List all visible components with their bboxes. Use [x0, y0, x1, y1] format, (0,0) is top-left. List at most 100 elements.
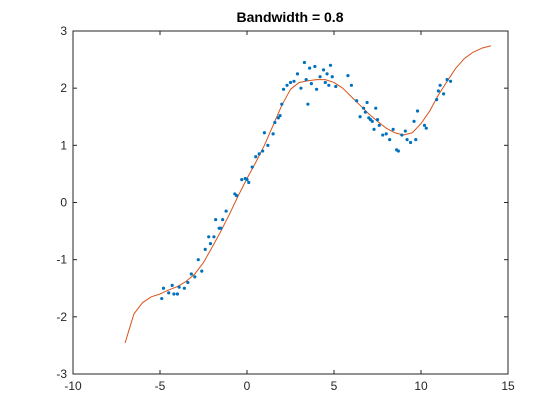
data-point — [323, 80, 327, 85]
data-point — [221, 218, 225, 222]
data-point — [266, 143, 270, 147]
data-point — [334, 84, 338, 89]
data-point — [261, 149, 265, 153]
data-point — [321, 68, 326, 72]
data-point — [448, 79, 453, 83]
data-point — [405, 138, 409, 142]
data-point — [200, 269, 204, 273]
data-point — [240, 178, 244, 182]
data-point — [388, 138, 392, 142]
data-point — [384, 132, 388, 136]
data-point — [438, 83, 442, 87]
data-point — [302, 60, 307, 65]
data-point — [186, 280, 190, 285]
data-point — [313, 64, 317, 69]
data-point — [214, 218, 218, 222]
data-point — [257, 152, 261, 156]
data-point — [160, 296, 164, 301]
data-point — [355, 99, 359, 103]
data-point — [349, 83, 353, 87]
y-tick-label: -2 — [56, 310, 67, 324]
data-point — [281, 87, 286, 91]
data-point — [245, 178, 249, 182]
data-point — [325, 72, 329, 76]
data-point — [250, 165, 254, 169]
data-point — [304, 77, 308, 82]
fitted-curve-line — [124, 45, 492, 344]
data-point — [208, 242, 213, 246]
data-point — [212, 235, 216, 239]
data-point — [247, 180, 251, 185]
y-tick-label: -3 — [56, 367, 67, 381]
data-point — [203, 247, 207, 251]
data-point — [273, 120, 277, 125]
data-point — [193, 275, 197, 279]
data-point — [299, 86, 303, 90]
data-point — [177, 285, 181, 289]
data-point — [375, 118, 380, 122]
data-point — [374, 106, 378, 110]
data-point — [391, 127, 395, 131]
data-point — [278, 114, 282, 118]
data-point — [358, 115, 362, 119]
data-point — [445, 77, 449, 82]
data-point — [295, 72, 300, 76]
data-point — [234, 194, 239, 198]
fitted-curve-layer — [124, 45, 492, 344]
data-point — [161, 286, 166, 290]
data-point — [396, 149, 400, 153]
data-point — [422, 123, 427, 127]
data-point — [309, 81, 313, 86]
data-point — [327, 83, 331, 87]
data-point — [330, 75, 334, 79]
data-point — [308, 66, 312, 70]
data-point — [328, 63, 333, 67]
data-point — [292, 79, 296, 83]
data-point — [377, 123, 381, 127]
x-tick-label: -10 — [64, 379, 82, 393]
x-tick-label: 5 — [331, 379, 338, 393]
data-point — [435, 98, 439, 102]
data-point — [254, 155, 258, 159]
data-point — [172, 292, 176, 296]
data-point — [372, 127, 376, 131]
data-point — [414, 138, 418, 142]
x-tick-label: 0 — [244, 379, 251, 393]
data-point — [442, 92, 446, 96]
x-tick-label: 15 — [501, 379, 515, 393]
data-point — [424, 126, 428, 130]
data-point — [436, 89, 440, 93]
data-point — [224, 209, 228, 213]
data-point — [271, 132, 275, 136]
data-point — [189, 272, 193, 276]
chart-title: Bandwidth = 0.8 — [237, 9, 344, 25]
data-point — [288, 80, 293, 85]
y-tick-label: 1 — [60, 138, 67, 152]
plot-area-background — [73, 31, 508, 374]
data-point — [175, 292, 179, 296]
data-point — [219, 226, 223, 230]
data-point — [167, 291, 171, 295]
x-tick-label: -5 — [155, 379, 166, 393]
y-tick-label: 0 — [60, 196, 67, 210]
data-point — [276, 116, 280, 120]
data-point — [262, 131, 266, 135]
data-point — [412, 119, 416, 123]
data-point — [415, 109, 420, 113]
y-tick-label: -1 — [56, 253, 67, 267]
data-point — [365, 100, 369, 105]
data-point — [363, 110, 367, 114]
data-point — [346, 73, 350, 78]
data-point — [408, 140, 413, 145]
data-point — [196, 258, 200, 262]
data-point — [306, 102, 310, 106]
data-point — [400, 133, 404, 137]
data-point — [280, 102, 284, 106]
data-point — [370, 119, 374, 123]
data-point — [318, 75, 322, 79]
data-point — [182, 286, 186, 290]
data-point — [315, 87, 319, 91]
data-point — [381, 133, 385, 137]
